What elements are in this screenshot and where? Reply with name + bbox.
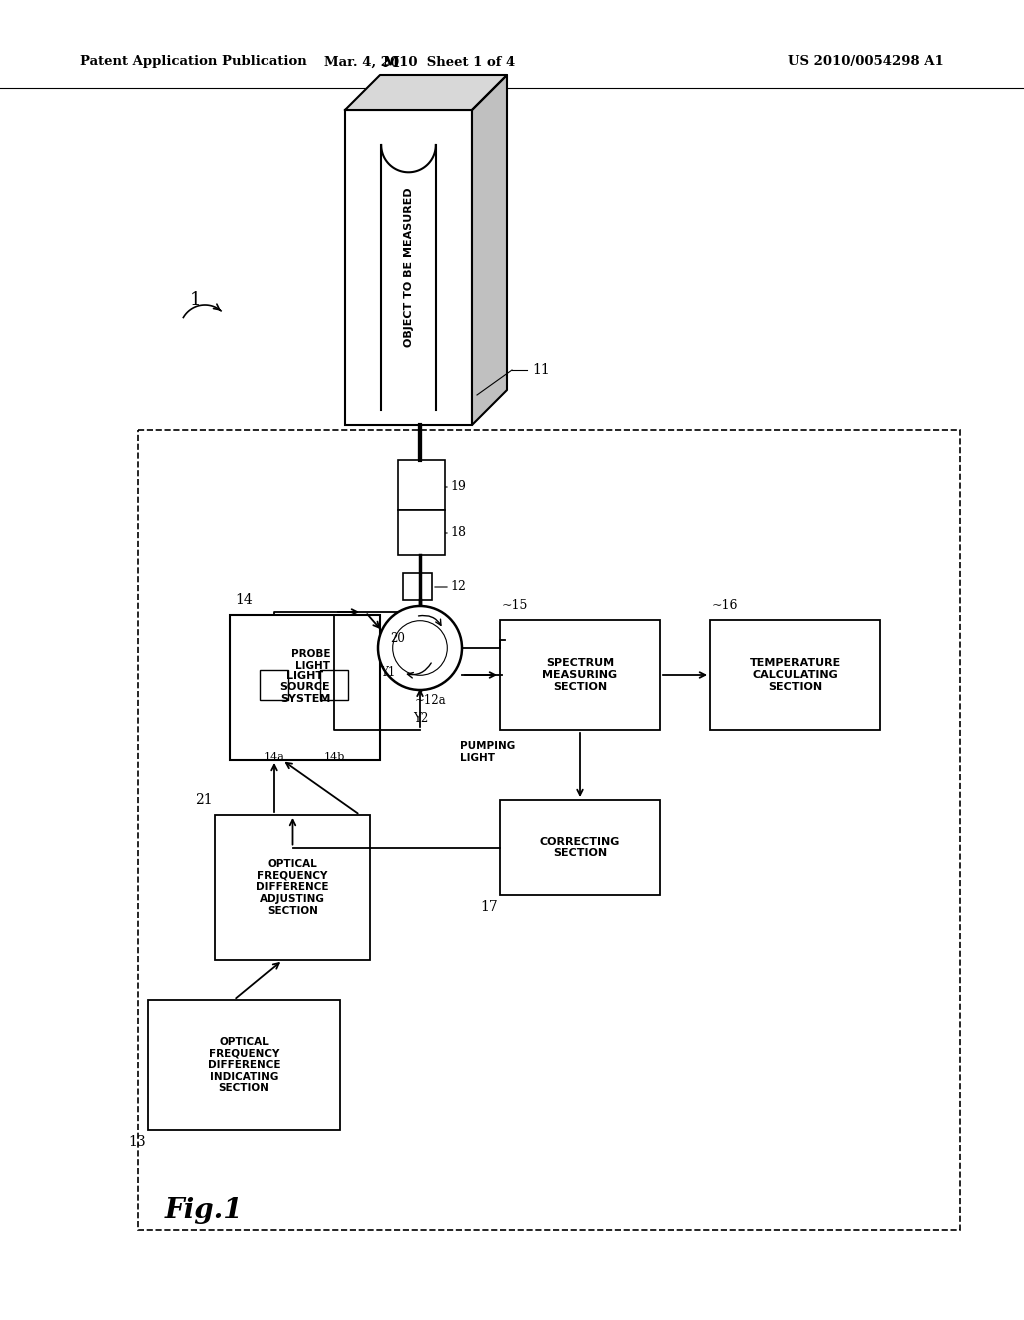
Bar (345, 110, 472, 425)
Text: 18: 18 (450, 527, 466, 540)
Text: 13: 13 (128, 1135, 146, 1148)
Bar (138, 430, 961, 1230)
Text: US 2010/0054298 A1: US 2010/0054298 A1 (788, 55, 944, 69)
Bar (319, 671, 348, 700)
Text: PUMPING
LIGHT: PUMPING LIGHT (460, 742, 515, 763)
Text: ~15: ~15 (502, 599, 528, 612)
Text: 14a: 14a (263, 752, 285, 762)
Text: 21: 21 (196, 793, 213, 807)
Bar (403, 573, 432, 601)
Text: 17: 17 (480, 900, 498, 913)
Bar (500, 620, 660, 730)
Text: Mar. 4, 2010  Sheet 1 of 4: Mar. 4, 2010 Sheet 1 of 4 (325, 55, 516, 69)
Bar (215, 814, 370, 960)
Text: TEMPERATURE
CALCULATING
SECTION: TEMPERATURE CALCULATING SECTION (750, 659, 841, 692)
Text: 1: 1 (189, 290, 201, 309)
Bar (710, 620, 880, 730)
Circle shape (392, 620, 447, 676)
Bar (148, 1001, 340, 1130)
Bar (260, 671, 288, 700)
Text: 14b: 14b (324, 752, 345, 762)
Text: ~16: ~16 (712, 599, 738, 612)
Text: OBJECT TO BE MEASURED: OBJECT TO BE MEASURED (403, 187, 414, 347)
Text: PROBE
LIGHT: PROBE LIGHT (291, 649, 330, 671)
Text: 14: 14 (234, 593, 253, 607)
Text: LIGHT
SOURCE
SYSTEM: LIGHT SOURCE SYSTEM (280, 671, 331, 704)
Text: 11: 11 (532, 363, 550, 378)
Text: SPECTRUM
MEASURING
SECTION: SPECTRUM MEASURING SECTION (543, 659, 617, 692)
Text: ~12a: ~12a (415, 693, 446, 706)
Text: 19: 19 (450, 480, 466, 494)
Text: M: M (382, 55, 399, 70)
Text: OPTICAL
FREQUENCY
DIFFERENCE
ADJUSTING
SECTION: OPTICAL FREQUENCY DIFFERENCE ADJUSTING S… (256, 859, 329, 916)
Text: Fig.1: Fig.1 (165, 1196, 244, 1224)
Text: 20: 20 (390, 631, 404, 644)
Text: Patent Application Publication: Patent Application Publication (80, 55, 307, 69)
Text: Y1: Y1 (380, 667, 395, 680)
Circle shape (378, 606, 462, 690)
Polygon shape (345, 75, 507, 110)
Text: CORRECTING
SECTION: CORRECTING SECTION (540, 837, 621, 858)
Bar (500, 800, 660, 895)
Bar (398, 510, 445, 554)
Polygon shape (472, 75, 507, 425)
Text: Y2: Y2 (413, 711, 428, 725)
Text: 12: 12 (450, 581, 466, 594)
Bar (230, 615, 380, 760)
Bar (398, 459, 445, 510)
Text: OPTICAL
FREQUENCY
DIFFERENCE
INDICATING
SECTION: OPTICAL FREQUENCY DIFFERENCE INDICATING … (208, 1036, 281, 1093)
